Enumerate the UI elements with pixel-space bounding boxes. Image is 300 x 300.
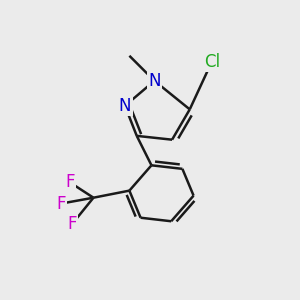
Text: N: N: [148, 72, 161, 90]
Text: N: N: [119, 97, 131, 115]
Text: Cl: Cl: [204, 53, 220, 71]
Text: F: F: [67, 215, 77, 233]
Text: F: F: [65, 173, 75, 191]
Text: F: F: [56, 195, 66, 213]
